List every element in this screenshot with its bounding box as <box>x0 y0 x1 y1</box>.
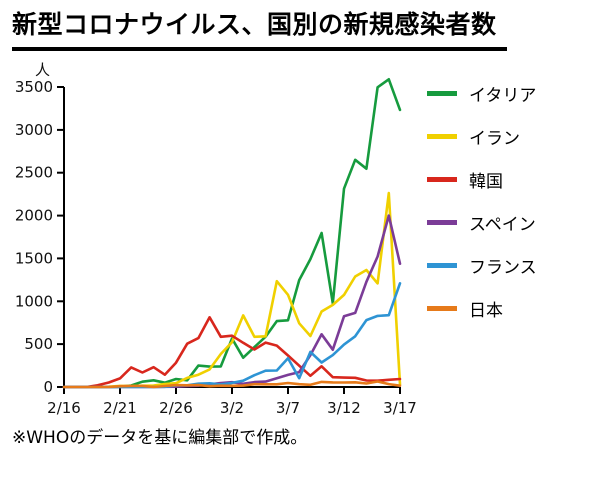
svg-text:3/2: 3/2 <box>220 399 244 417</box>
legend-label: スペイン <box>469 215 536 235</box>
legend-item-4: フランス <box>427 253 537 278</box>
svg-text:2/16: 2/16 <box>47 399 81 417</box>
svg-text:2/26: 2/26 <box>159 399 193 417</box>
legend-swatch <box>427 91 457 96</box>
svg-text:0: 0 <box>43 378 53 396</box>
legend-item-0: イタリア <box>427 81 537 106</box>
svg-text:3/7: 3/7 <box>276 399 300 417</box>
legend-label: 韓国 <box>469 172 503 192</box>
legend-swatch <box>427 263 457 268</box>
legend-swatch <box>427 177 457 182</box>
chart-title: 新型コロナウイルス、国別の新規感染者数 <box>12 10 507 51</box>
chart-area: 0 500 1000 1500 2000 2500 3000 3500 2/16 2/21 2/26… <box>12 61 588 419</box>
svg-text:500: 500 <box>24 335 53 353</box>
svg-text:1000: 1000 <box>15 292 53 310</box>
legend-swatch <box>427 306 457 311</box>
source-note: ※WHOのデータを基に編集部で作成。 <box>12 428 308 448</box>
legend-item-2: 韓国 <box>427 167 537 192</box>
legend-item-5: 日本 <box>427 296 537 321</box>
legend-label: イラン <box>469 129 520 149</box>
svg-text:2000: 2000 <box>15 207 53 225</box>
svg-text:3/12: 3/12 <box>327 399 361 417</box>
svg-text:2500: 2500 <box>15 164 53 182</box>
line-chart: 0 500 1000 1500 2000 2500 3000 3500 2/16 2/21 2/26… <box>15 61 417 417</box>
y-axis-unit: 人 <box>35 61 50 79</box>
legend-label: フランス <box>469 258 537 278</box>
svg-text:2/21: 2/21 <box>103 399 137 417</box>
plot-wrap: 0 500 1000 1500 2000 2500 3000 3500 2/16 2/21 2/26… <box>12 61 417 419</box>
legend: イタリアイラン韓国スペインフランス日本 <box>427 61 537 339</box>
svg-text:3/17: 3/17 <box>383 399 417 417</box>
legend-swatch <box>427 220 457 225</box>
legend-item-1: イラン <box>427 124 537 149</box>
legend-label: 日本 <box>469 301 503 321</box>
legend-label: イタリア <box>469 86 537 106</box>
legend-swatch <box>427 134 457 139</box>
legend-item-3: スペイン <box>427 210 537 235</box>
svg-text:3500: 3500 <box>15 78 53 96</box>
svg-text:3000: 3000 <box>15 121 53 139</box>
svg-text:1500: 1500 <box>15 249 53 267</box>
